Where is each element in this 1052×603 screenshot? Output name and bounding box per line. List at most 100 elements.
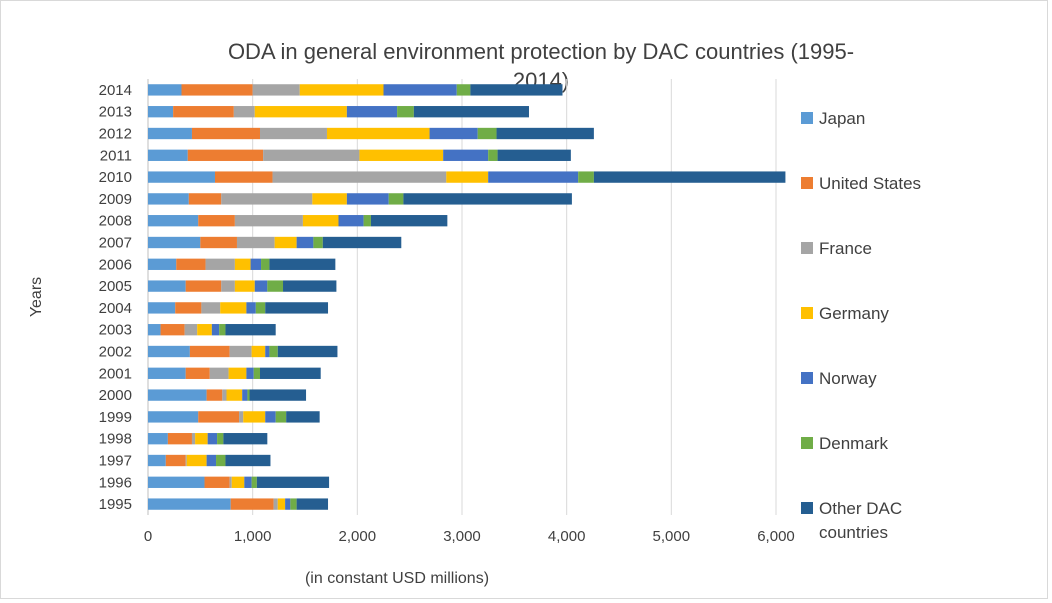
bar-segment — [225, 454, 271, 467]
bar-segment — [259, 127, 327, 140]
y-tick-label: 2005 — [99, 278, 132, 295]
y-tick-label: 2001 — [99, 365, 132, 382]
bar-segment — [216, 454, 226, 467]
y-tick-label: 2000 — [99, 387, 132, 404]
legend-swatch — [801, 307, 813, 319]
y-tick-label: 1999 — [99, 409, 132, 426]
bar-segment — [477, 127, 497, 140]
bar-segment — [181, 84, 253, 96]
bar-segment — [217, 433, 224, 445]
bar-segment — [148, 193, 189, 205]
bar-segment — [211, 324, 220, 336]
bar-segment — [403, 193, 572, 205]
bar-segment — [269, 258, 336, 270]
x-tick-label: 1,000 — [234, 528, 272, 545]
bar-segment — [229, 476, 232, 488]
bar-segment — [167, 433, 192, 445]
bar-segment — [346, 106, 398, 118]
bar-segment — [296, 498, 329, 510]
bar-segment — [246, 367, 254, 379]
bar-segment — [274, 236, 297, 249]
bar-segment — [148, 454, 166, 467]
bar-segment — [252, 84, 300, 96]
bar-segment — [277, 498, 286, 510]
bar-segment — [195, 433, 208, 445]
bar-segment — [234, 258, 251, 270]
y-axis-label: Years — [28, 277, 45, 317]
bar-segment — [226, 389, 243, 401]
x-tick-labels: 0 1,000 2,000 3,000 4,000 5,000 6,000 — [144, 528, 795, 545]
bar-segment — [187, 149, 264, 161]
bar-segment — [165, 454, 186, 467]
bar-segment — [175, 302, 202, 314]
bar-segment — [249, 389, 307, 401]
bar-segment — [326, 127, 430, 140]
legend-entry: United States — [819, 174, 921, 193]
bar-segment — [265, 411, 276, 423]
bar-segment — [261, 258, 270, 270]
bar-segment — [148, 258, 177, 270]
bar-segment — [322, 236, 402, 249]
bar-segment — [184, 324, 198, 336]
bar-segment — [593, 171, 786, 183]
y-tick-label: 2003 — [99, 322, 132, 339]
x-tick-label: 0 — [144, 528, 152, 545]
bar-segment — [254, 280, 268, 292]
bar-segment — [205, 258, 235, 270]
bar-segment — [229, 345, 252, 358]
bar-segment — [265, 345, 270, 358]
bar-segment — [148, 302, 176, 314]
bar-segment — [191, 127, 260, 140]
bar-segment — [243, 411, 266, 423]
legend-swatch — [801, 112, 813, 124]
bar-segment — [312, 193, 347, 205]
bar-segment — [204, 476, 230, 488]
bar-segment — [263, 149, 360, 161]
bar-segment — [456, 84, 471, 96]
bar-segment — [413, 106, 529, 118]
legend-swatch — [801, 437, 813, 449]
bar-segment — [267, 280, 284, 292]
y-tick-label: 2010 — [99, 169, 132, 186]
bar-segment — [148, 215, 199, 227]
bar-segment — [259, 367, 321, 379]
bar-segment — [148, 106, 174, 118]
bar-segment — [251, 476, 257, 488]
bar-segment — [265, 302, 329, 314]
gridlines — [147, 79, 777, 515]
legend-entry: France — [819, 239, 872, 258]
bar-segment — [222, 389, 227, 401]
bar-segment — [242, 389, 248, 401]
bar-segment — [176, 258, 206, 270]
bar-segment — [214, 171, 273, 183]
x-axis-label: (in constant USD millions) — [305, 570, 489, 587]
y-tick-label: 2011 — [100, 147, 132, 164]
chart-title-line1: ODA in general environment protection by… — [228, 39, 854, 64]
bar-segment — [234, 280, 255, 292]
bar-segment — [397, 106, 414, 118]
bar-segment — [302, 215, 339, 227]
bar-segment — [488, 149, 498, 161]
y-tick-label: 2012 — [99, 126, 132, 143]
bar-segment — [188, 193, 222, 205]
bar-segment — [253, 367, 260, 379]
bars — [148, 84, 786, 510]
y-tick-label: 2013 — [99, 104, 132, 121]
y-tick-label: 1997 — [99, 453, 132, 470]
y-tick-label: 2006 — [99, 256, 132, 273]
x-tick-label: 5,000 — [653, 528, 691, 545]
bar-segment — [296, 236, 314, 249]
bar-segment — [250, 258, 262, 270]
bar-segment — [346, 193, 389, 205]
x-tick-label: 3,000 — [443, 528, 481, 545]
bar-segment — [200, 236, 237, 249]
bar-segment — [191, 433, 196, 445]
bar-segment — [220, 302, 247, 314]
y-tick-label: 2008 — [99, 213, 132, 230]
legend: Japan United States France Germany Norway Den… — [801, 109, 921, 542]
bar-segment — [198, 411, 240, 423]
bar-segment — [277, 345, 338, 358]
x-tick-label: 6,000 — [757, 528, 795, 545]
bar-segment — [201, 302, 221, 314]
legend-swatch — [801, 177, 813, 189]
